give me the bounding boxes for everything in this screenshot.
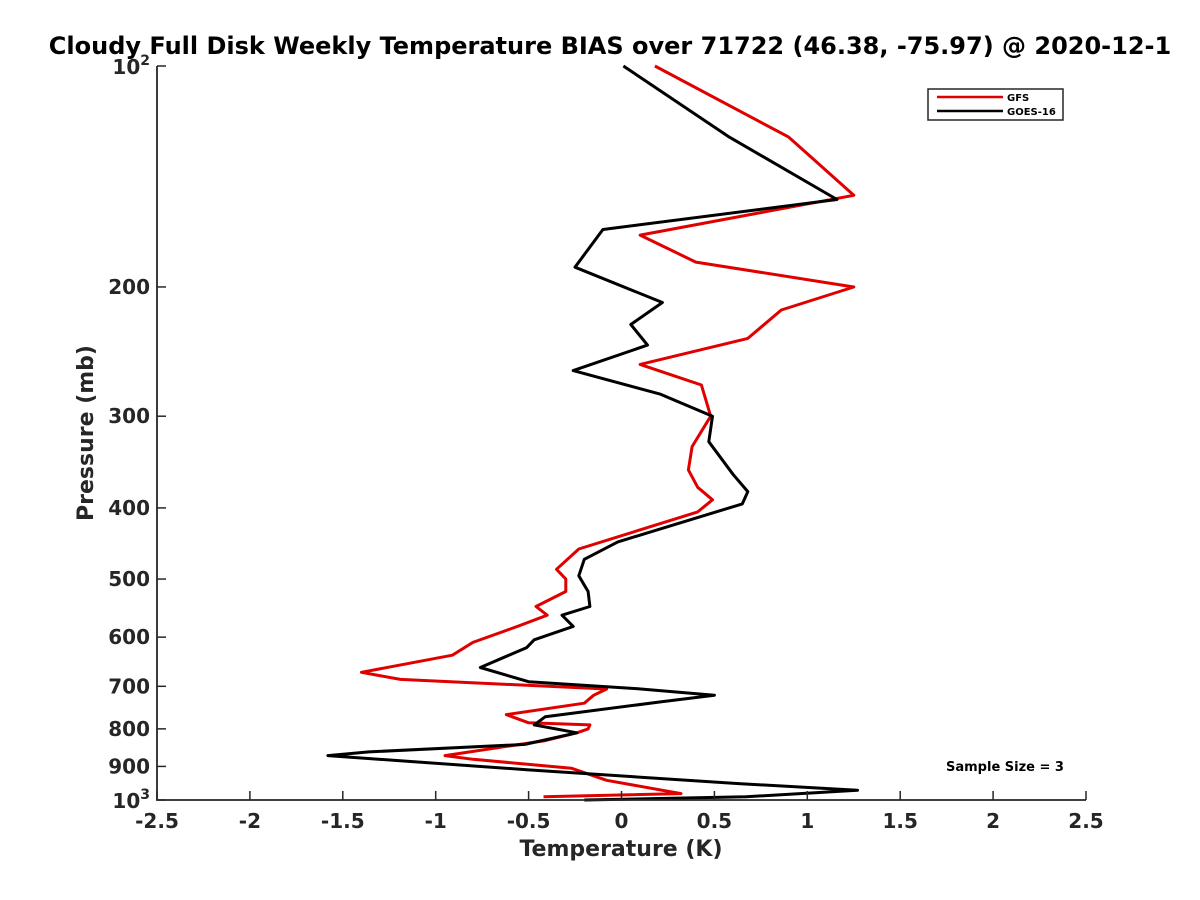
x-tick-label: 1 xyxy=(800,809,814,833)
legend: GFS GOES-16 xyxy=(927,88,1064,121)
y-tick-label: 102 xyxy=(112,53,150,79)
x-tick-label: -2.5 xyxy=(135,809,179,833)
axes-frame xyxy=(156,66,1086,801)
plot-area: -2.5 -2 -1.5 -1 -0.5 0 0.5 1 1.5 2 2.5 102 200 300 40… xyxy=(108,53,1103,833)
x-axis-label: Temperature (K) xyxy=(519,837,722,862)
y-tick-label: 103 xyxy=(112,787,150,813)
sample-size-annotation: Sample Size = 3 xyxy=(946,760,1064,775)
y-tick-label: 300 xyxy=(108,404,150,428)
y-tick-label: 200 xyxy=(108,275,150,299)
x-tick-label: 2 xyxy=(986,809,1000,833)
x-tick-label: 2.5 xyxy=(1068,809,1103,833)
x-tick-label: -1.5 xyxy=(321,809,365,833)
y-axis-ticks: 102 200 300 400 500 600 700 800 900 103 xyxy=(108,53,166,813)
x-tick-label: 0 xyxy=(615,809,629,833)
y-tick-label: 500 xyxy=(108,567,150,591)
series-lines xyxy=(326,64,859,802)
chart-title: Cloudy Full Disk Weekly Temperature BIAS… xyxy=(49,32,1171,60)
x-axis-ticks: -2.5 -2 -1.5 -1 -0.5 0 0.5 1 1.5 2 2.5 xyxy=(135,791,1104,833)
x-tick-label: -0.5 xyxy=(507,809,551,833)
y-tick-label: 600 xyxy=(108,625,150,649)
x-tick-label: -1 xyxy=(425,809,447,833)
legend-box xyxy=(927,88,1064,121)
y-axis-label: Pressure (mb) xyxy=(74,345,99,521)
y-tick-label: 400 xyxy=(108,496,150,520)
y-tick-label: 900 xyxy=(108,754,150,778)
y-tick-label: 800 xyxy=(108,717,150,741)
series-line-goes16 xyxy=(326,64,859,802)
x-tick-label: 0.5 xyxy=(697,809,732,833)
legend-label-goes16: GOES-16 xyxy=(1007,107,1056,118)
legend-label-gfs: GFS xyxy=(1007,93,1029,104)
x-tick-label: -2 xyxy=(239,809,261,833)
y-tick-label: 700 xyxy=(108,674,150,698)
x-tick-label: 1.5 xyxy=(882,809,917,833)
